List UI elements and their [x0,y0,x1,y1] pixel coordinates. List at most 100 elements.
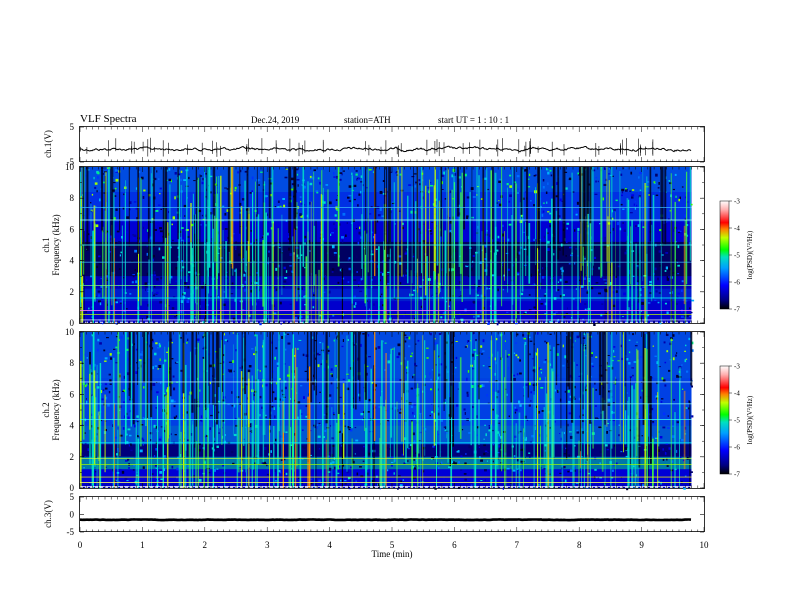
g-spec2-speckle [239,367,242,369]
g-spec2-speckle [126,372,130,376]
g-spec1-speckle [169,312,171,315]
g-spec2-speckle [156,382,158,384]
g-spec2-speckle [445,426,447,429]
g-spec1-speckle [300,200,302,203]
g-spec1-speckle [250,230,253,232]
g-spec2-speckle [97,481,100,483]
g-spec2-speckle [123,375,126,379]
g-spec2-speckle [157,368,159,370]
g-spec2-speckle [473,349,477,351]
y-tick-label: 2 [70,452,75,462]
g-spec2-speckle [506,393,508,396]
g-spec1-speckle [574,262,576,265]
g-spec1-speckle [513,181,517,183]
g-spec2-speckle [410,405,414,409]
g-spec1-speckle [607,196,609,198]
g-spec2-speckle [422,444,426,447]
g-spec2-speckle [274,397,277,400]
g-spec1-speckle [379,207,382,211]
g-spec2-speckle [105,429,107,432]
g-spec1-speckle [499,203,502,207]
g-spec2-speckle [525,342,527,345]
g-spec1-speckle [380,279,381,282]
g-spec2-speckle [168,435,170,437]
g-spec1-speckle [684,196,687,199]
g-spec1-speckle [297,316,299,320]
g-spec1-speckle [230,293,234,295]
g-spec1-speckle [639,171,642,175]
g-spec2-speckle [332,461,335,464]
g-spec1-speckle [524,169,527,172]
g-spec2-speckle [535,455,539,457]
g-spec2-speckle [457,388,460,390]
g-spec2-speckle [320,363,323,366]
g-spec1-speckle [172,216,175,220]
g-spec2-speckle [484,424,486,426]
g-spec2-speckle [652,421,655,423]
g-spec1-speckle [409,293,411,297]
g-spec1-speckle [458,212,461,216]
g-spec2-speckle [324,429,327,432]
g-spec1-speckle [147,290,150,293]
g-spec1-speckle [543,276,546,278]
g-spec2-speckle [556,353,559,356]
g-spec1-speckle [370,170,373,172]
g-spec1-speckle [129,293,132,295]
g-spec1-speckle [205,173,208,175]
g-spec2-speckle [418,467,420,469]
g-spec1-speckle [256,272,258,274]
g-spec1-speckle [665,266,668,270]
g-spec1-speckle [352,272,354,274]
g-spec2-speckle [528,452,531,454]
g-spec1-speckle [347,258,350,261]
g-spec1-speckle [640,293,642,297]
g-spec1-speckle [441,174,444,177]
g-spec1-speckle [295,168,299,171]
g-spec1-speckle [297,257,300,259]
g-spec1-speckle [451,294,455,297]
g-spec1-speckle [621,188,625,192]
g-spec2-speckle [491,388,494,392]
g-spec2-speckle [158,365,162,368]
g-spec1-speckle [400,240,402,243]
g-spec2-speckle [520,460,523,463]
g-spec2-speckle [275,382,278,385]
g-spec1-speckle [404,252,408,255]
g-spec2-speckle [342,378,345,380]
g-spec1-speckle [274,206,276,208]
g-spec1-speckle [257,179,261,181]
g-spec1-speckle [333,172,335,175]
ch1-waveform-ylabel: ch.1(V) [43,130,53,158]
g-spec1-speckle [243,273,246,277]
g-spec2-speckle [173,387,176,391]
g-spec2-speckle [586,458,588,461]
g-spec1-speckle [202,177,204,181]
g-spec2-speckle [618,424,621,426]
g-spec1-speckle [341,239,344,243]
g-spec1-speckle [452,253,455,256]
g-spec1-speckle [458,296,460,298]
g-spec2-speckle [209,430,211,432]
g-spec1-speckle [342,170,345,172]
g-spec1-speckle [483,294,487,296]
g-spec2-speckle [519,404,522,407]
g-spec1-speckle [176,314,178,317]
g-spec1-speckle [99,198,101,202]
g-spec1-speckle [419,285,422,288]
g-spec1-speckle [381,273,384,276]
g-spec1-speckle [123,277,125,279]
g-spec2-speckle [538,410,541,414]
g-spec2-speckle [173,405,176,408]
g-spec1-speckle [234,269,236,272]
g-spec1-speckle [541,271,543,274]
g-spec1-speckle [250,242,253,245]
g-spec1-speckle [106,303,109,306]
g-spec2-speckle [127,337,130,340]
g-spec1-speckle [250,289,253,293]
g-spec2-speckle [113,348,116,350]
ch1-colorbar-label: log(PSD)(V²/Hz) [746,230,754,279]
g-spec2-speckle [317,435,321,438]
g-spec2-speckle [130,449,133,452]
g-spec2-speckle [155,426,158,429]
g-spec1-speckle [557,281,559,283]
